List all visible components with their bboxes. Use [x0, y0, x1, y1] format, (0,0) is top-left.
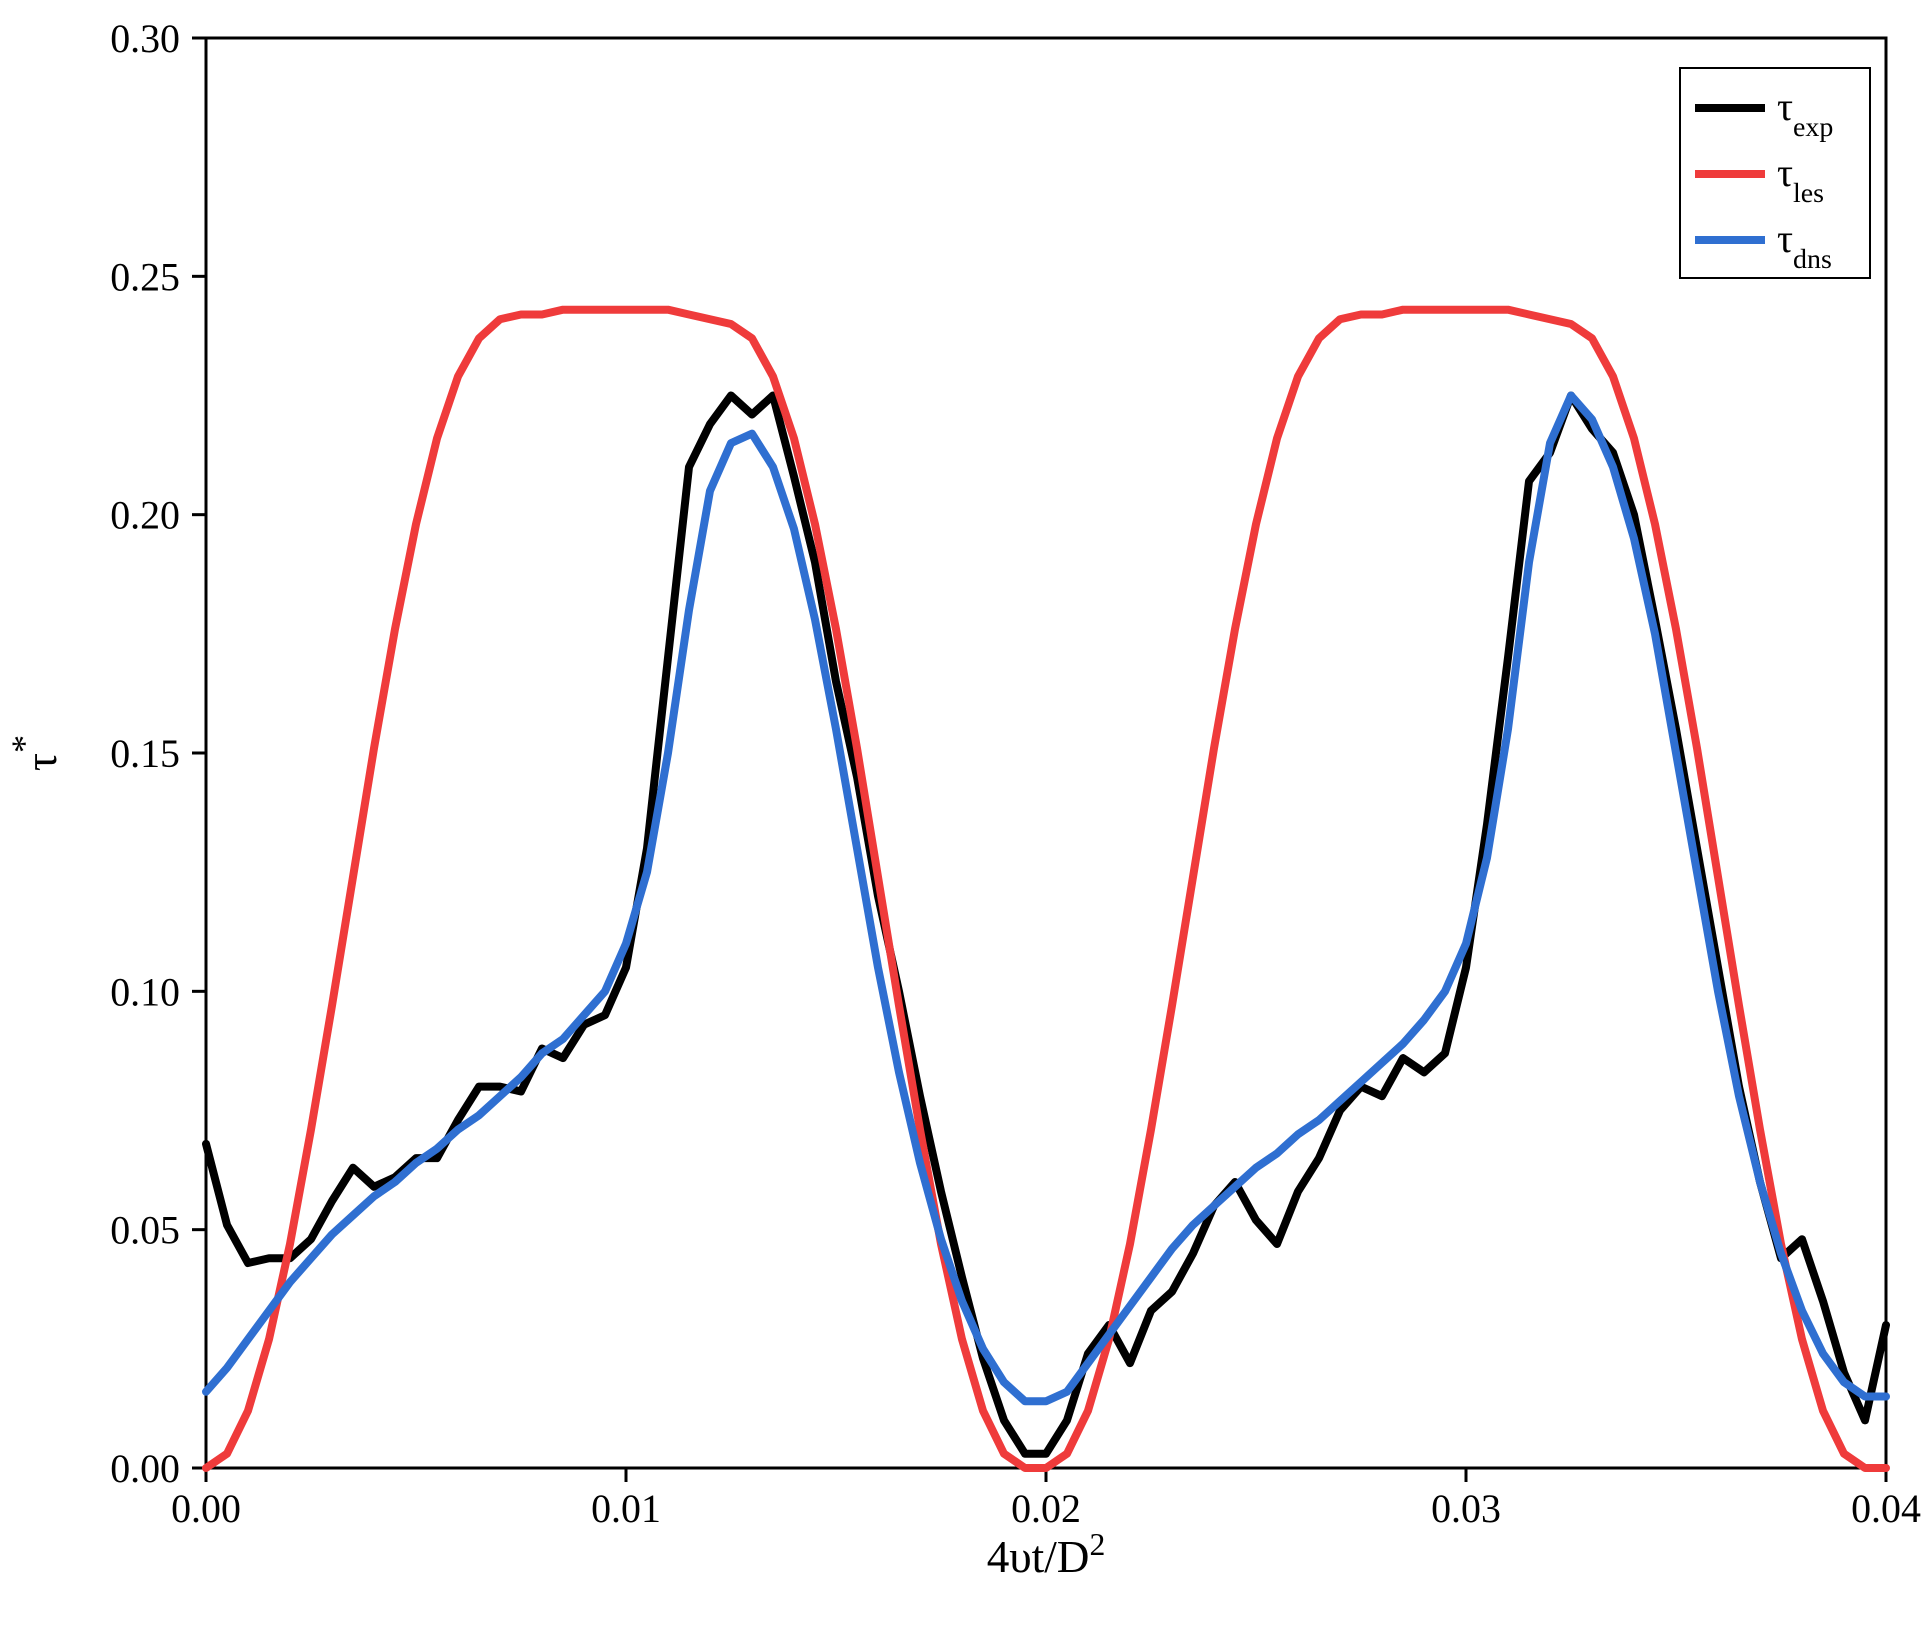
x-tick-label: 0.04: [1851, 1486, 1921, 1531]
series-lines: [206, 310, 1886, 1468]
series-tau_dns: [206, 396, 1886, 1402]
line-chart: 0.00 0.01 0.02 0.03 0.04 0.00 0.05 0.10 0.15 0.2…: [0, 0, 1931, 1636]
y-tick-label: 0.10: [110, 969, 180, 1014]
y-tick-label: 0.15: [110, 731, 180, 776]
x-tick-label: 0.01: [591, 1486, 661, 1531]
y-tick-label: 0.25: [110, 254, 180, 299]
plot-border: [206, 38, 1886, 1468]
chart-container: { "chart": { "type": "line", "width_px":…: [0, 0, 1931, 1636]
x-ticks: 0.00 0.01 0.02 0.03 0.04: [171, 1468, 1921, 1531]
legend: τexpτlesτdns: [1680, 68, 1870, 278]
y-tick-label: 0.30: [110, 16, 180, 61]
y-tick-label: 0.20: [110, 493, 180, 538]
y-axis-label: τ*: [4, 735, 66, 771]
x-tick-label: 0.03: [1431, 1486, 1501, 1531]
series-tau_les: [206, 310, 1886, 1468]
x-tick-label: 0.00: [171, 1486, 241, 1531]
y-ticks: 0.00 0.05 0.10 0.15 0.20 0.25 0.30: [110, 16, 206, 1491]
y-tick-label: 0.00: [110, 1446, 180, 1491]
x-axis-label: 4υt/D2: [987, 1527, 1106, 1583]
x-tick-label: 0.02: [1011, 1486, 1081, 1531]
y-tick-label: 0.05: [110, 1208, 180, 1253]
